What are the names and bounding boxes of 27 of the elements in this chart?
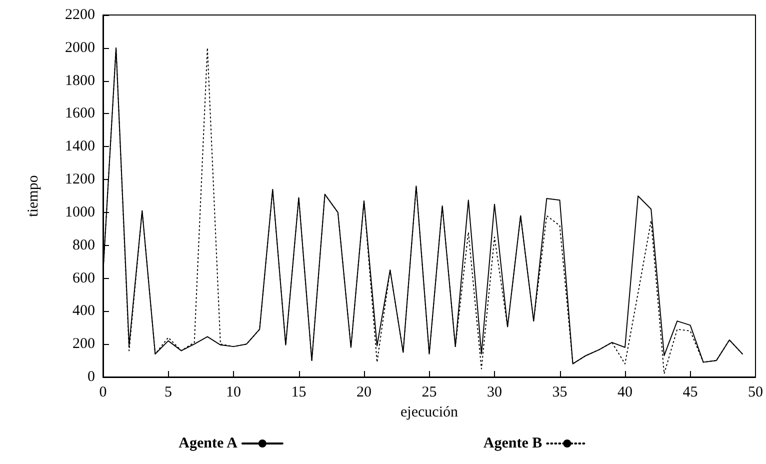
legend-label: Agente A (178, 436, 238, 452)
y-tick-label: 2000 (65, 40, 95, 56)
y-tick-label: 2200 (65, 7, 95, 23)
y-tick-label: 1400 (65, 138, 95, 155)
x-tick-label: 50 (748, 384, 763, 400)
y-tick-label: 1200 (65, 172, 95, 188)
x-tick-label: 30 (487, 384, 502, 400)
x-tick-label: 0 (99, 384, 107, 400)
x-axis-title: ejecución (400, 404, 458, 420)
x-tick-label: 45 (682, 384, 698, 400)
x-tick-label: 40 (618, 384, 632, 400)
y-tick-label: 0 (88, 369, 95, 385)
x-tick-label: 10 (226, 384, 241, 400)
y-tick-label: 200 (72, 336, 95, 352)
legend-label: Agente B (483, 436, 542, 452)
x-tick-label: 20 (356, 384, 372, 400)
x-tick-label: 15 (291, 384, 306, 400)
x-tick-label: 25 (422, 384, 437, 400)
y-tick-label: 1800 (65, 72, 95, 89)
x-tick-label: 5 (164, 384, 172, 400)
y-tick-label: 400 (72, 303, 95, 320)
y-tick-label: 1000 (65, 204, 95, 220)
y-tick-label: 1600 (65, 106, 95, 122)
y-tick-label: 800 (72, 237, 95, 254)
y-tick-label: 600 (72, 270, 95, 286)
x-tick-label: 35 (552, 384, 568, 400)
y-axis-title: tiempo (26, 175, 42, 217)
